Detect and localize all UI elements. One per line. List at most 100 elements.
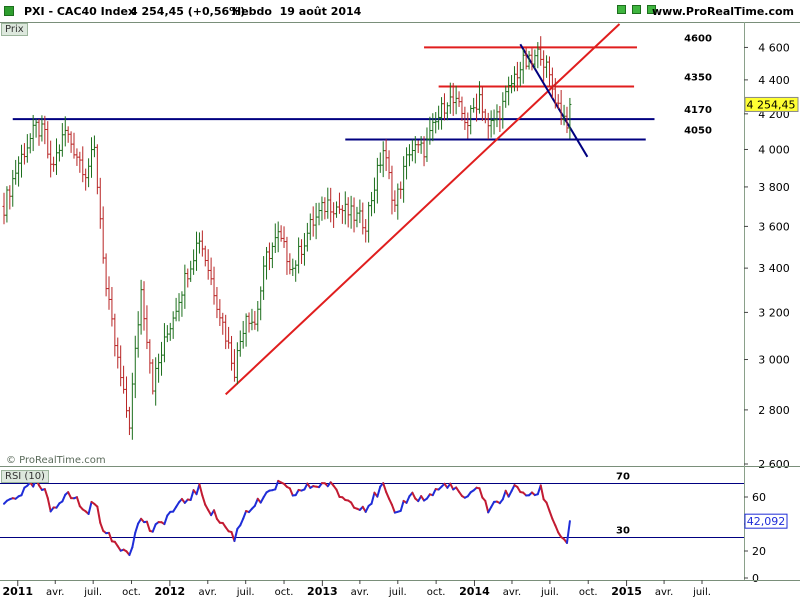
rsi-segment — [274, 479, 280, 491]
price-bar — [37, 119, 41, 146]
price-bar — [203, 245, 207, 267]
price-bar — [186, 268, 190, 288]
time-axis: 2011 avr. juil. oct. 2012 avr. juil. oct. 2013 av… — [2, 580, 711, 598]
x-tick-label: 2012 — [155, 585, 186, 598]
price-bar — [81, 146, 85, 183]
price-bar — [69, 131, 73, 153]
price-bar — [407, 144, 411, 167]
price-bar — [291, 258, 295, 277]
price-bar — [495, 104, 499, 128]
price-bar — [212, 266, 216, 305]
price-bar — [247, 312, 251, 333]
rsi-thresholds: 70 30 — [0, 472, 744, 538]
price-bar — [139, 279, 143, 335]
rsi-segment — [201, 494, 207, 506]
price-last-marker: 4 254,45 — [744, 96, 799, 112]
price-bar — [104, 253, 108, 297]
price-bar — [457, 91, 461, 107]
price-bar — [501, 92, 505, 129]
price-bar — [463, 106, 467, 130]
price-bar — [475, 93, 479, 122]
price-bar — [507, 76, 511, 106]
rsi-segment — [385, 490, 391, 500]
level-4050-label: 4050 — [684, 126, 712, 137]
price-bar — [200, 230, 204, 257]
price-bar — [498, 106, 502, 133]
price-bar — [454, 85, 458, 115]
price-bar — [17, 156, 21, 187]
x-tick-label: juil. — [236, 587, 255, 598]
level-4170-label: 4170 — [684, 105, 712, 116]
price-bar — [282, 226, 286, 248]
price-bar — [332, 202, 336, 228]
price-bar — [311, 206, 315, 237]
price-bar — [402, 156, 406, 203]
price-bar — [25, 134, 29, 163]
rsi-segment — [239, 517, 245, 527]
price-bar — [136, 311, 140, 358]
price-bar — [55, 138, 59, 175]
price-bar — [221, 312, 225, 335]
rsi-segment — [108, 531, 113, 543]
uptrend-line — [225, 23, 621, 396]
rsi-segment — [128, 546, 134, 557]
price-bar — [49, 140, 53, 178]
price-bar — [244, 313, 248, 347]
price-bar — [314, 202, 318, 240]
price-bar — [512, 66, 516, 92]
price-bar — [265, 246, 269, 280]
price-bar — [375, 157, 379, 204]
rsi-segment — [539, 484, 545, 501]
price-bar — [98, 177, 102, 229]
x-tick-label: juil. — [540, 587, 559, 598]
rsi-segment — [75, 496, 81, 508]
window-button-icon[interactable] — [617, 5, 626, 14]
price-bar — [116, 337, 120, 369]
price-bar — [101, 206, 105, 264]
window-button-icon[interactable] — [647, 5, 656, 14]
price-bar — [92, 135, 96, 158]
rsi-segment — [507, 490, 513, 498]
price-bar — [308, 213, 312, 241]
rsi-segment — [242, 510, 248, 520]
rsi-segment — [43, 488, 49, 500]
watermark: © ProRealTime.com — [6, 455, 106, 466]
price-bar — [326, 187, 330, 219]
price-bar — [235, 342, 239, 385]
site-url[interactable]: www.ProRealTime.com — [651, 5, 794, 18]
rsi-segment — [548, 509, 554, 520]
price-bar — [189, 260, 193, 282]
rsi-segment — [388, 497, 393, 506]
price-bar — [367, 201, 371, 243]
price-bar — [425, 127, 429, 162]
price-bar — [180, 291, 184, 317]
rsi-segment — [405, 495, 411, 504]
rsi-last-label: 42,092 — [747, 515, 786, 528]
window-button-icon[interactable] — [632, 5, 641, 14]
price-bar — [224, 314, 228, 350]
price-bar — [87, 158, 91, 188]
price-bar — [422, 136, 426, 167]
price-bar — [343, 191, 347, 225]
price-y-tick-label: 4 400 — [758, 74, 790, 87]
price-bar — [393, 190, 397, 212]
price-bar — [550, 67, 554, 99]
rsi-segment — [99, 521, 105, 532]
price-bar — [165, 325, 169, 343]
price-bar — [5, 186, 9, 223]
price-bar — [469, 105, 473, 135]
price-bar — [160, 341, 164, 376]
price-bar — [43, 115, 47, 145]
price-y-tick-label: 3 000 — [758, 354, 790, 367]
price-bar — [545, 55, 549, 78]
chart-period-date: Hebdo 19 août 2014 — [232, 5, 361, 18]
price-bar — [107, 276, 111, 310]
price-bar — [52, 156, 56, 172]
rsi-segment — [399, 499, 405, 512]
x-tick-label: oct. — [427, 587, 446, 598]
price-bar — [355, 206, 359, 228]
x-tick-label: 2013 — [307, 585, 338, 598]
price-bar — [171, 311, 175, 339]
